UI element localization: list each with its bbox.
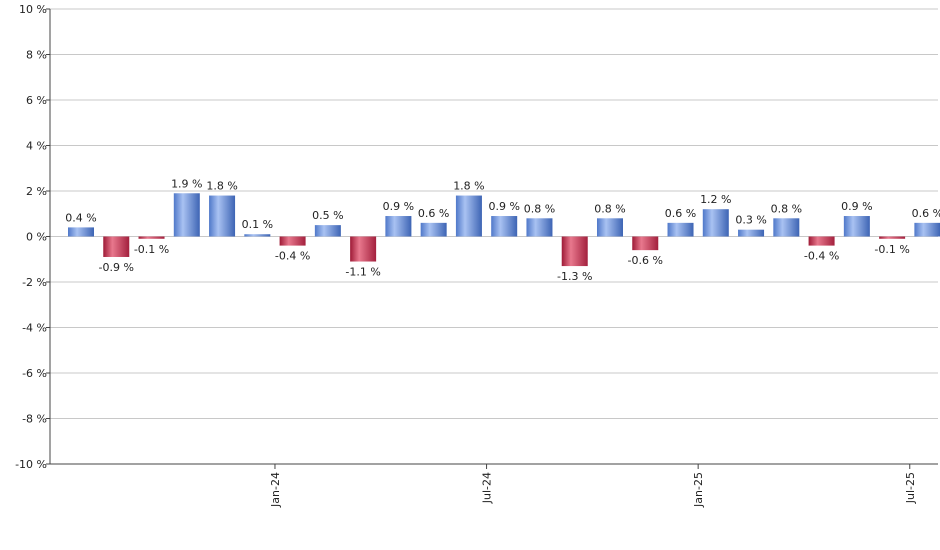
bar — [385, 216, 412, 237]
y-tick-label: 8 % — [26, 49, 47, 62]
bar-value-label: -0.4 % — [275, 250, 310, 263]
bar-value-label: 0.6 % — [418, 207, 449, 220]
y-tick-label: 4 % — [26, 140, 47, 153]
y-tick-label: -8 % — [22, 413, 47, 426]
bar-value-label: 0.3 % — [735, 214, 766, 227]
bar-value-label: -1.3 % — [557, 270, 592, 283]
y-tick-label: -2 % — [22, 276, 47, 289]
bar-value-label: -0.9 % — [99, 261, 134, 274]
bar — [103, 236, 130, 257]
bar-value-label: 1.8 % — [453, 180, 484, 193]
bar — [808, 236, 835, 246]
bar — [68, 227, 94, 237]
bar-value-label: 0.4 % — [65, 211, 96, 224]
bar — [244, 234, 271, 237]
y-axis-ticks: 10 % 8 % 6 % 4 % 2 % 0 % -2 % -4 % -6 % -8 % -10 % — [15, 3, 50, 471]
y-tick-label: 2 % — [26, 185, 47, 198]
bar-value-label: 0.1 % — [242, 218, 273, 231]
y-tick-label: -6 % — [22, 367, 47, 380]
x-tick-label: Jan-24 — [269, 472, 282, 508]
y-tick-label: -10 % — [15, 458, 47, 471]
bar-value-label: 0.5 % — [312, 209, 343, 222]
bar — [843, 216, 870, 237]
bar — [420, 222, 447, 237]
bar-value-label: -0.6 % — [628, 254, 663, 267]
x-tick-label: Jul-24 — [481, 472, 494, 504]
bar — [455, 195, 482, 237]
bar-value-label: 0.6 % — [912, 207, 940, 220]
data-labels: 0.4 %-0.9 %-0.1 %1.9 % 1.8 %0.1 %-0.4 %0.… — [65, 177, 940, 283]
y-tick-label: 6 % — [26, 94, 47, 107]
bar-value-label: -0.1 % — [874, 243, 909, 256]
bar-value-label: -0.4 % — [804, 250, 839, 263]
x-axis-ticks: Jan-24 Jul-24 Jan-25 Jul-25 — [269, 464, 917, 508]
bar — [632, 236, 659, 251]
bar — [738, 229, 765, 237]
bar — [667, 222, 694, 237]
bar-value-label: 0.6 % — [665, 207, 696, 220]
bar-value-label: 0.8 % — [594, 202, 625, 215]
bar — [914, 222, 940, 237]
bar — [526, 218, 553, 237]
bar-value-label: 0.8 % — [771, 202, 802, 215]
bar — [314, 225, 341, 237]
bar-value-label: 1.8 % — [206, 180, 237, 193]
bar-value-label: 0.8 % — [524, 202, 555, 215]
bar — [279, 236, 306, 246]
bar — [702, 209, 729, 237]
bar-value-label: -1.1 % — [345, 266, 380, 279]
bar — [209, 195, 236, 237]
x-tick-label: Jul-25 — [904, 472, 917, 504]
bar-value-label: 1.9 % — [171, 177, 202, 190]
y-tick-label: 10 % — [19, 3, 47, 16]
bar — [773, 218, 800, 237]
bar — [596, 218, 623, 237]
bar-value-label: 0.9 % — [488, 200, 519, 213]
bar-value-label: 0.9 % — [383, 200, 414, 213]
x-tick-label: Jan-25 — [692, 472, 705, 508]
bar — [561, 236, 588, 267]
bar — [879, 236, 906, 239]
bars — [68, 193, 940, 267]
bar-value-label: 0.9 % — [841, 200, 872, 213]
bar — [491, 216, 518, 237]
bar-value-label: 1.2 % — [700, 193, 731, 206]
y-tick-label: -4 % — [22, 322, 47, 335]
bar — [350, 236, 377, 262]
bar — [138, 236, 165, 239]
y-tick-label: 0 % — [26, 231, 47, 244]
bar-value-label: -0.1 % — [134, 243, 169, 256]
bar — [173, 193, 200, 237]
